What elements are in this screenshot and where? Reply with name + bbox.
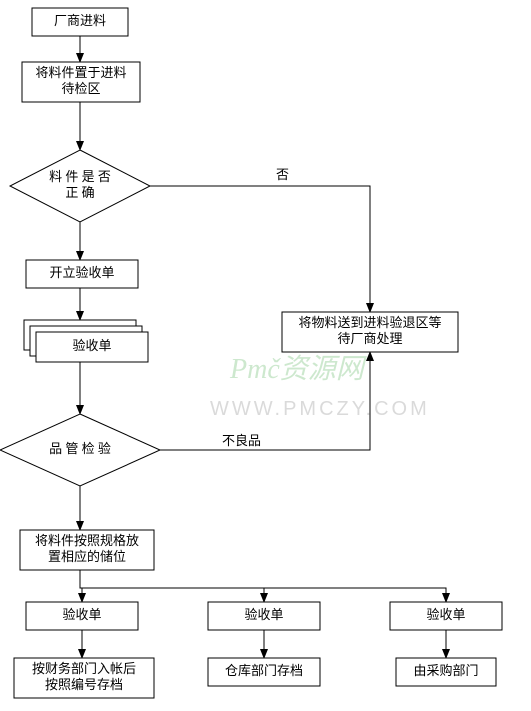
node-n11: 验收单	[390, 602, 502, 630]
node-n7: 将物料送到进料验退区等待厂商处理	[282, 312, 458, 352]
node-n8-label: 置相应的储位	[48, 549, 126, 564]
node-n2: 将料件置于进料待检区	[22, 62, 140, 102]
node-n10: 验收单	[208, 602, 320, 630]
node-n12-label: 按财务部门入帐后	[32, 661, 136, 676]
node-n3-label: 料 件 是 否	[49, 169, 111, 184]
edge-e7: 否	[150, 167, 370, 312]
node-n5-label: 验收单	[72, 338, 111, 353]
node-n1-label: 厂商进料	[54, 13, 106, 28]
node-n2-label: 将料件置于进料	[35, 65, 126, 80]
watermark-logo: Pmč资源网	[229, 354, 368, 385]
node-n6-label: 品 管 检 验	[49, 441, 111, 456]
edge-e10	[80, 588, 264, 602]
node-n4-label: 开立验收单	[49, 265, 114, 280]
node-n10-label: 验收单	[244, 607, 283, 622]
watermark-url: WWW.PMCZY.COM	[210, 398, 430, 420]
node-n7-label: 将物料送到进料验退区等	[298, 315, 441, 330]
node-n12: 按财务部门入帐后按照编号存档	[14, 658, 154, 698]
node-n14-label: 由采购部门	[413, 663, 478, 678]
edge-e9	[80, 570, 82, 602]
node-n2-label: 待检区	[61, 81, 100, 96]
node-n5: 验收单	[24, 320, 148, 362]
node-n12-label: 按照编号存档	[45, 677, 123, 692]
node-n3-label: 正 确	[65, 185, 94, 200]
node-n7-label: 待厂商处理	[337, 331, 402, 346]
edge-e7-label: 否	[276, 167, 289, 182]
node-n8: 将料件按照规格放置相应的储位	[20, 530, 154, 570]
node-n6: 品 管 检 验	[0, 414, 160, 486]
node-n4: 开立验收单	[26, 260, 138, 288]
node-n9-label: 验收单	[62, 607, 101, 622]
node-n14: 由采购部门	[396, 658, 496, 686]
node-n13: 仓库部门存档	[208, 658, 320, 686]
node-n3: 料 件 是 否正 确	[10, 150, 150, 222]
node-n8-label: 将料件按照规格放	[35, 533, 139, 548]
node-n9: 验收单	[26, 602, 138, 630]
node-n13-label: 仓库部门存档	[225, 663, 303, 678]
node-n11-label: 验收单	[426, 607, 465, 622]
edge-e11	[264, 588, 446, 602]
edge-e8-label: 不良品	[222, 433, 261, 448]
node-n1: 厂商进料	[32, 8, 128, 36]
